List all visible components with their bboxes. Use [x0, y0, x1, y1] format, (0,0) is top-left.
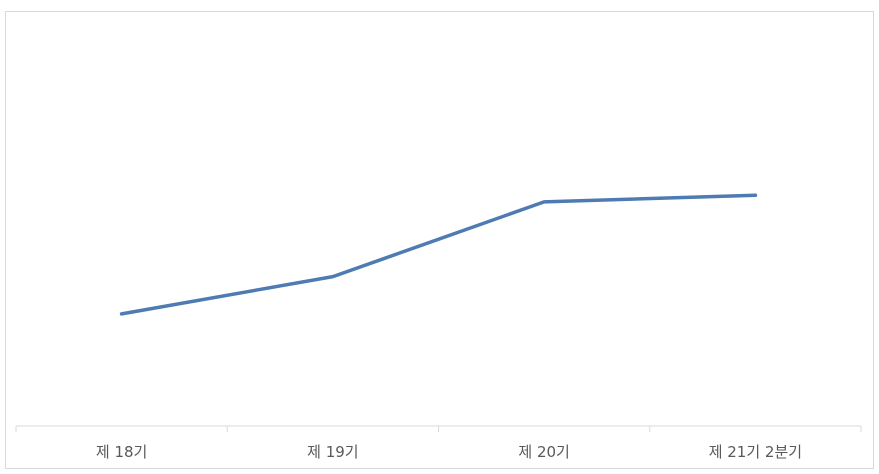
series-line [119, 193, 758, 316]
x-axis-tick-labels: 제 18기 제 19기 제 20기 제 21기 2분기 [96, 443, 802, 461]
x-axis-ticks [15, 426, 862, 432]
x-tick-label: 제 18기 [96, 443, 147, 461]
x-tick-label: 제 21기 2분기 [709, 443, 802, 461]
x-tick-label: 제 20기 [518, 443, 569, 461]
x-tick-label: 제 19기 [307, 443, 358, 461]
